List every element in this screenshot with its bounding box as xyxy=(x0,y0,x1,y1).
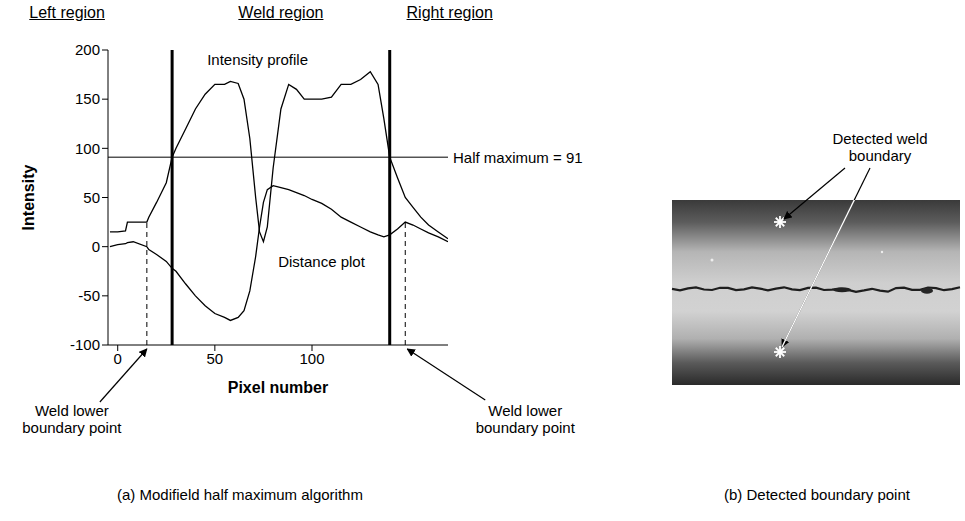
html-text:Left region: Left region xyxy=(29,4,105,21)
svg-text:-50: -50 xyxy=(78,287,100,304)
svg-text:Intensity: Intensity xyxy=(20,165,37,231)
html-text:Right region: Right region xyxy=(406,4,493,21)
svg-text:150: 150 xyxy=(75,90,100,107)
svg-text:Intensity profile: Intensity profile xyxy=(207,51,308,68)
svg-text:200: 200 xyxy=(75,41,100,58)
svg-text:Distance plot: Distance plot xyxy=(278,253,366,270)
svg-text:100: 100 xyxy=(75,140,100,157)
html-text:Weld region: Weld region xyxy=(238,4,324,21)
html-text:(a) Modifield half maximum alg: (a) Modifield half maximum algorithm xyxy=(117,486,363,503)
svg-text:50: 50 xyxy=(207,350,224,367)
html-text:Weld lower boundary point: Weld lower boundary point xyxy=(22,402,122,437)
html-text:Detected weld boundary: Detected weld boundary xyxy=(832,130,928,165)
svg-text:0: 0 xyxy=(92,238,100,255)
svg-text:Half maximum = 91: Half maximum = 91 xyxy=(453,149,583,166)
svg-text:100: 100 xyxy=(299,350,324,367)
html-text:Weld lower boundary point: Weld lower boundary point xyxy=(475,402,575,437)
svg-text:50: 50 xyxy=(83,189,100,206)
html-text:(b) Detected boundary point: (b) Detected boundary point xyxy=(724,486,910,503)
svg-text:0: 0 xyxy=(114,350,122,367)
svg-text:-100: -100 xyxy=(70,336,100,353)
svg-text:Pixel number: Pixel number xyxy=(228,379,328,395)
